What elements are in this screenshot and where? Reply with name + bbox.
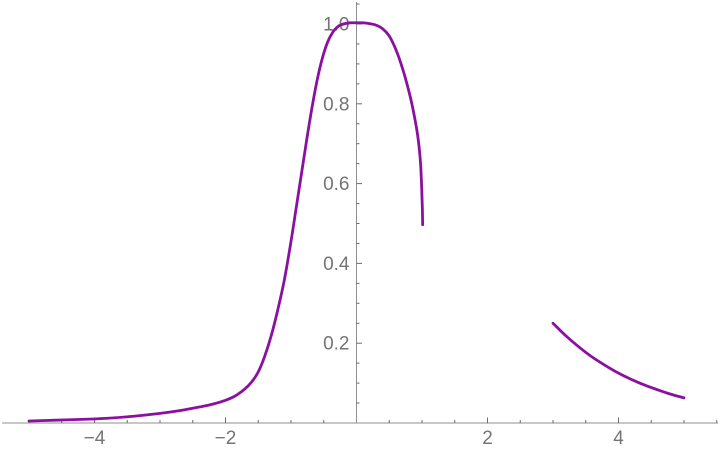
y-tick-label: 1.0 [323,15,349,36]
y-tick-label: 0.4 [323,254,350,275]
x-tick-label: −4 [84,428,106,449]
y-tick-label: 0.6 [323,174,349,195]
y-tick-label: 0.2 [323,334,349,355]
x-tick-label: 2 [482,428,493,449]
curve-right-branch [551,321,686,400]
x-tick-label: −2 [215,428,237,449]
curve-left-branch [27,21,425,423]
y-tick-label: 0.8 [323,94,349,115]
x-tick-label: 4 [613,428,624,449]
